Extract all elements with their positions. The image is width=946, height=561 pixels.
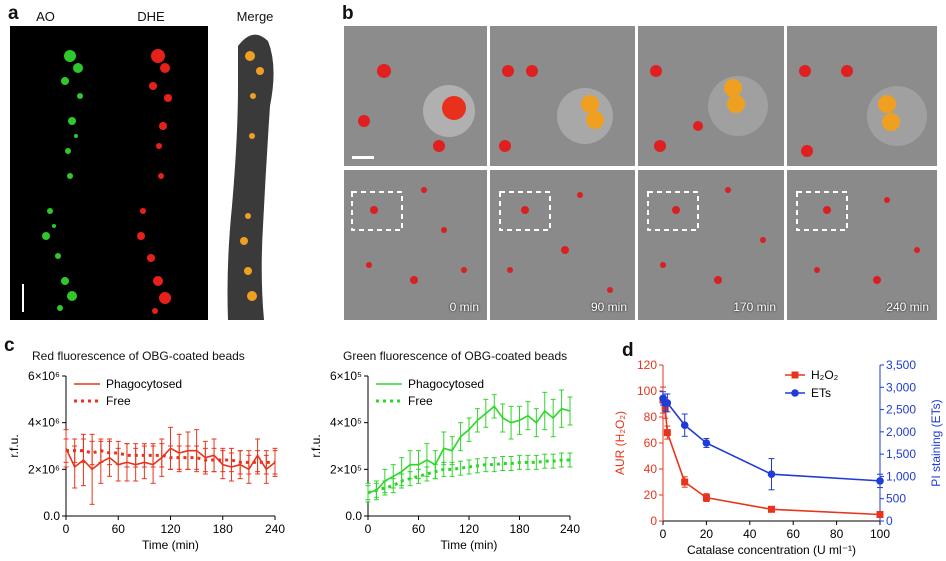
x-tick-label: 180 — [509, 522, 529, 536]
x-tick-label: 60 — [787, 527, 801, 541]
timelapse-field-170: 170 min — [638, 170, 784, 320]
timepoint-label-90: 90 min — [590, 300, 627, 314]
ao-fluorescence-image — [10, 26, 113, 320]
x-axis-label: Time (min) — [441, 538, 498, 552]
right-tick-label: 500 — [886, 492, 906, 506]
data-point — [768, 505, 775, 513]
legend-label: H₂O₂ — [811, 368, 839, 382]
legend-label: Free — [106, 394, 131, 408]
y-tick-label: 0.0 — [345, 509, 362, 523]
x-tick-label: 100 — [870, 527, 890, 541]
right-axis-label: PI staining (ETs) — [929, 399, 943, 486]
left-tick-label: 100 — [637, 384, 657, 398]
timelapse-zoom-90 — [490, 26, 635, 166]
legend-label: Phagocytosed — [106, 377, 182, 391]
y-tick-label: 0.0 — [43, 509, 60, 523]
legend-marker — [791, 389, 799, 397]
timepoint-label-240: 240 min — [886, 300, 929, 314]
x-tick-label: 240 — [265, 522, 285, 536]
x-tick-label: 0 — [365, 522, 372, 536]
data-point — [767, 470, 776, 478]
timelapse-zoom-240 — [787, 26, 937, 166]
x-tick-label: 0 — [63, 522, 70, 536]
red-chart-title: Red fluorescence of OBG-coated beads — [32, 349, 245, 363]
left-tick-label: 40 — [644, 462, 658, 476]
y-tick-label: 6×10⁵ — [330, 369, 362, 383]
legend-label: Free — [408, 394, 433, 408]
right-tick-label: 2,000 — [886, 425, 916, 439]
timelapse-field-240: 240 min — [787, 170, 937, 320]
y-tick-label: 4×10⁵ — [330, 416, 362, 430]
y-tick-label: 6×10⁶ — [28, 369, 60, 383]
timelapse-zoom-170 — [638, 26, 784, 166]
data-point — [876, 477, 884, 485]
catalase-dual-axis-chart: 0 20 40 60 80 10002040608010012005001,0001,50… — [613, 358, 943, 557]
y-tick-label: 4×10⁶ — [28, 416, 60, 430]
timelapse-zoom-0 — [344, 26, 487, 166]
legend-label: Phagocytosed — [408, 377, 484, 391]
data-point — [680, 421, 689, 429]
timepoint-label-170: 170 min — [733, 300, 776, 314]
y-tick-label: 2×10⁶ — [28, 462, 60, 476]
merge-worm-image — [208, 26, 308, 320]
panel-b-letter: b — [342, 3, 354, 24]
dhe-fluorescence-image — [113, 26, 208, 320]
series-line-h2o2 — [662, 399, 881, 516]
right-tick-label: 0 — [886, 514, 893, 528]
data-point — [702, 439, 711, 447]
merge-channel-label: Merge — [236, 9, 274, 24]
data-point — [663, 399, 672, 407]
data-point — [876, 511, 884, 518]
x-tick-label: 240 — [560, 522, 580, 536]
y-axis-label: r.f.u. — [309, 434, 323, 457]
dhe-channel-label: DHE — [137, 9, 165, 24]
x-tick-label: 80 — [830, 527, 844, 541]
panel-d-letter: d — [622, 340, 634, 361]
left-tick-label: 60 — [644, 436, 658, 450]
left-tick-label: 20 — [644, 488, 658, 502]
data-point — [663, 429, 671, 437]
y-axis-label: r.f.u. — [7, 434, 21, 457]
right-tick-label: 1,000 — [886, 469, 916, 483]
left-tick-label: 120 — [637, 358, 657, 372]
data-point — [702, 494, 710, 502]
timelapse-field-0: 0 min — [344, 170, 487, 320]
x-tick-label: 0 — [660, 527, 667, 541]
data-point — [681, 478, 689, 486]
timepoint-label-0: 0 min — [449, 300, 479, 314]
timelapse-field-90: 90 min — [490, 170, 635, 320]
right-tick-label: 1,500 — [886, 447, 916, 461]
x-tick-label: 20 — [700, 527, 714, 541]
left-axis-label: AUR (H₂O₂) — [613, 411, 627, 475]
x-tick-label: 120 — [160, 522, 180, 536]
x-axis-label: Catalase concentration (U ml⁻¹) — [687, 543, 856, 557]
red-fluorescence-chart: 0 60 120 180 240 0.0 2×10⁶ 4×10⁶ 6×10⁶ Time (min)… — [7, 369, 285, 552]
right-tick-label: 2,500 — [886, 403, 916, 417]
green-chart-title: Green fluorescence of OBG-coated beads — [343, 349, 568, 363]
legend-label: ETs — [811, 386, 831, 400]
green-fluorescence-chart: 0 60 120 180 240 0.0 2×10⁵ 4×10⁵ 6×10⁵ Time (min)… — [309, 369, 580, 552]
panel-a-letter: a — [8, 3, 19, 24]
x-tick-label: 120 — [459, 522, 479, 536]
legend-marker — [791, 371, 799, 379]
x-axis-label: Time (min) — [142, 538, 199, 552]
ao-channel-label: AO — [36, 9, 55, 24]
right-tick-label: 3,500 — [886, 358, 916, 372]
left-tick-label: 80 — [644, 410, 658, 424]
x-tick-label: 60 — [412, 522, 426, 536]
x-tick-label: 40 — [743, 527, 757, 541]
x-tick-label: 180 — [213, 522, 233, 536]
x-tick-label: 60 — [112, 522, 126, 536]
left-tick-label: 0 — [650, 514, 657, 528]
y-tick-label: 2×10⁵ — [330, 462, 362, 476]
panel-c-letter: c — [4, 335, 15, 356]
right-tick-label: 3,000 — [886, 380, 916, 394]
